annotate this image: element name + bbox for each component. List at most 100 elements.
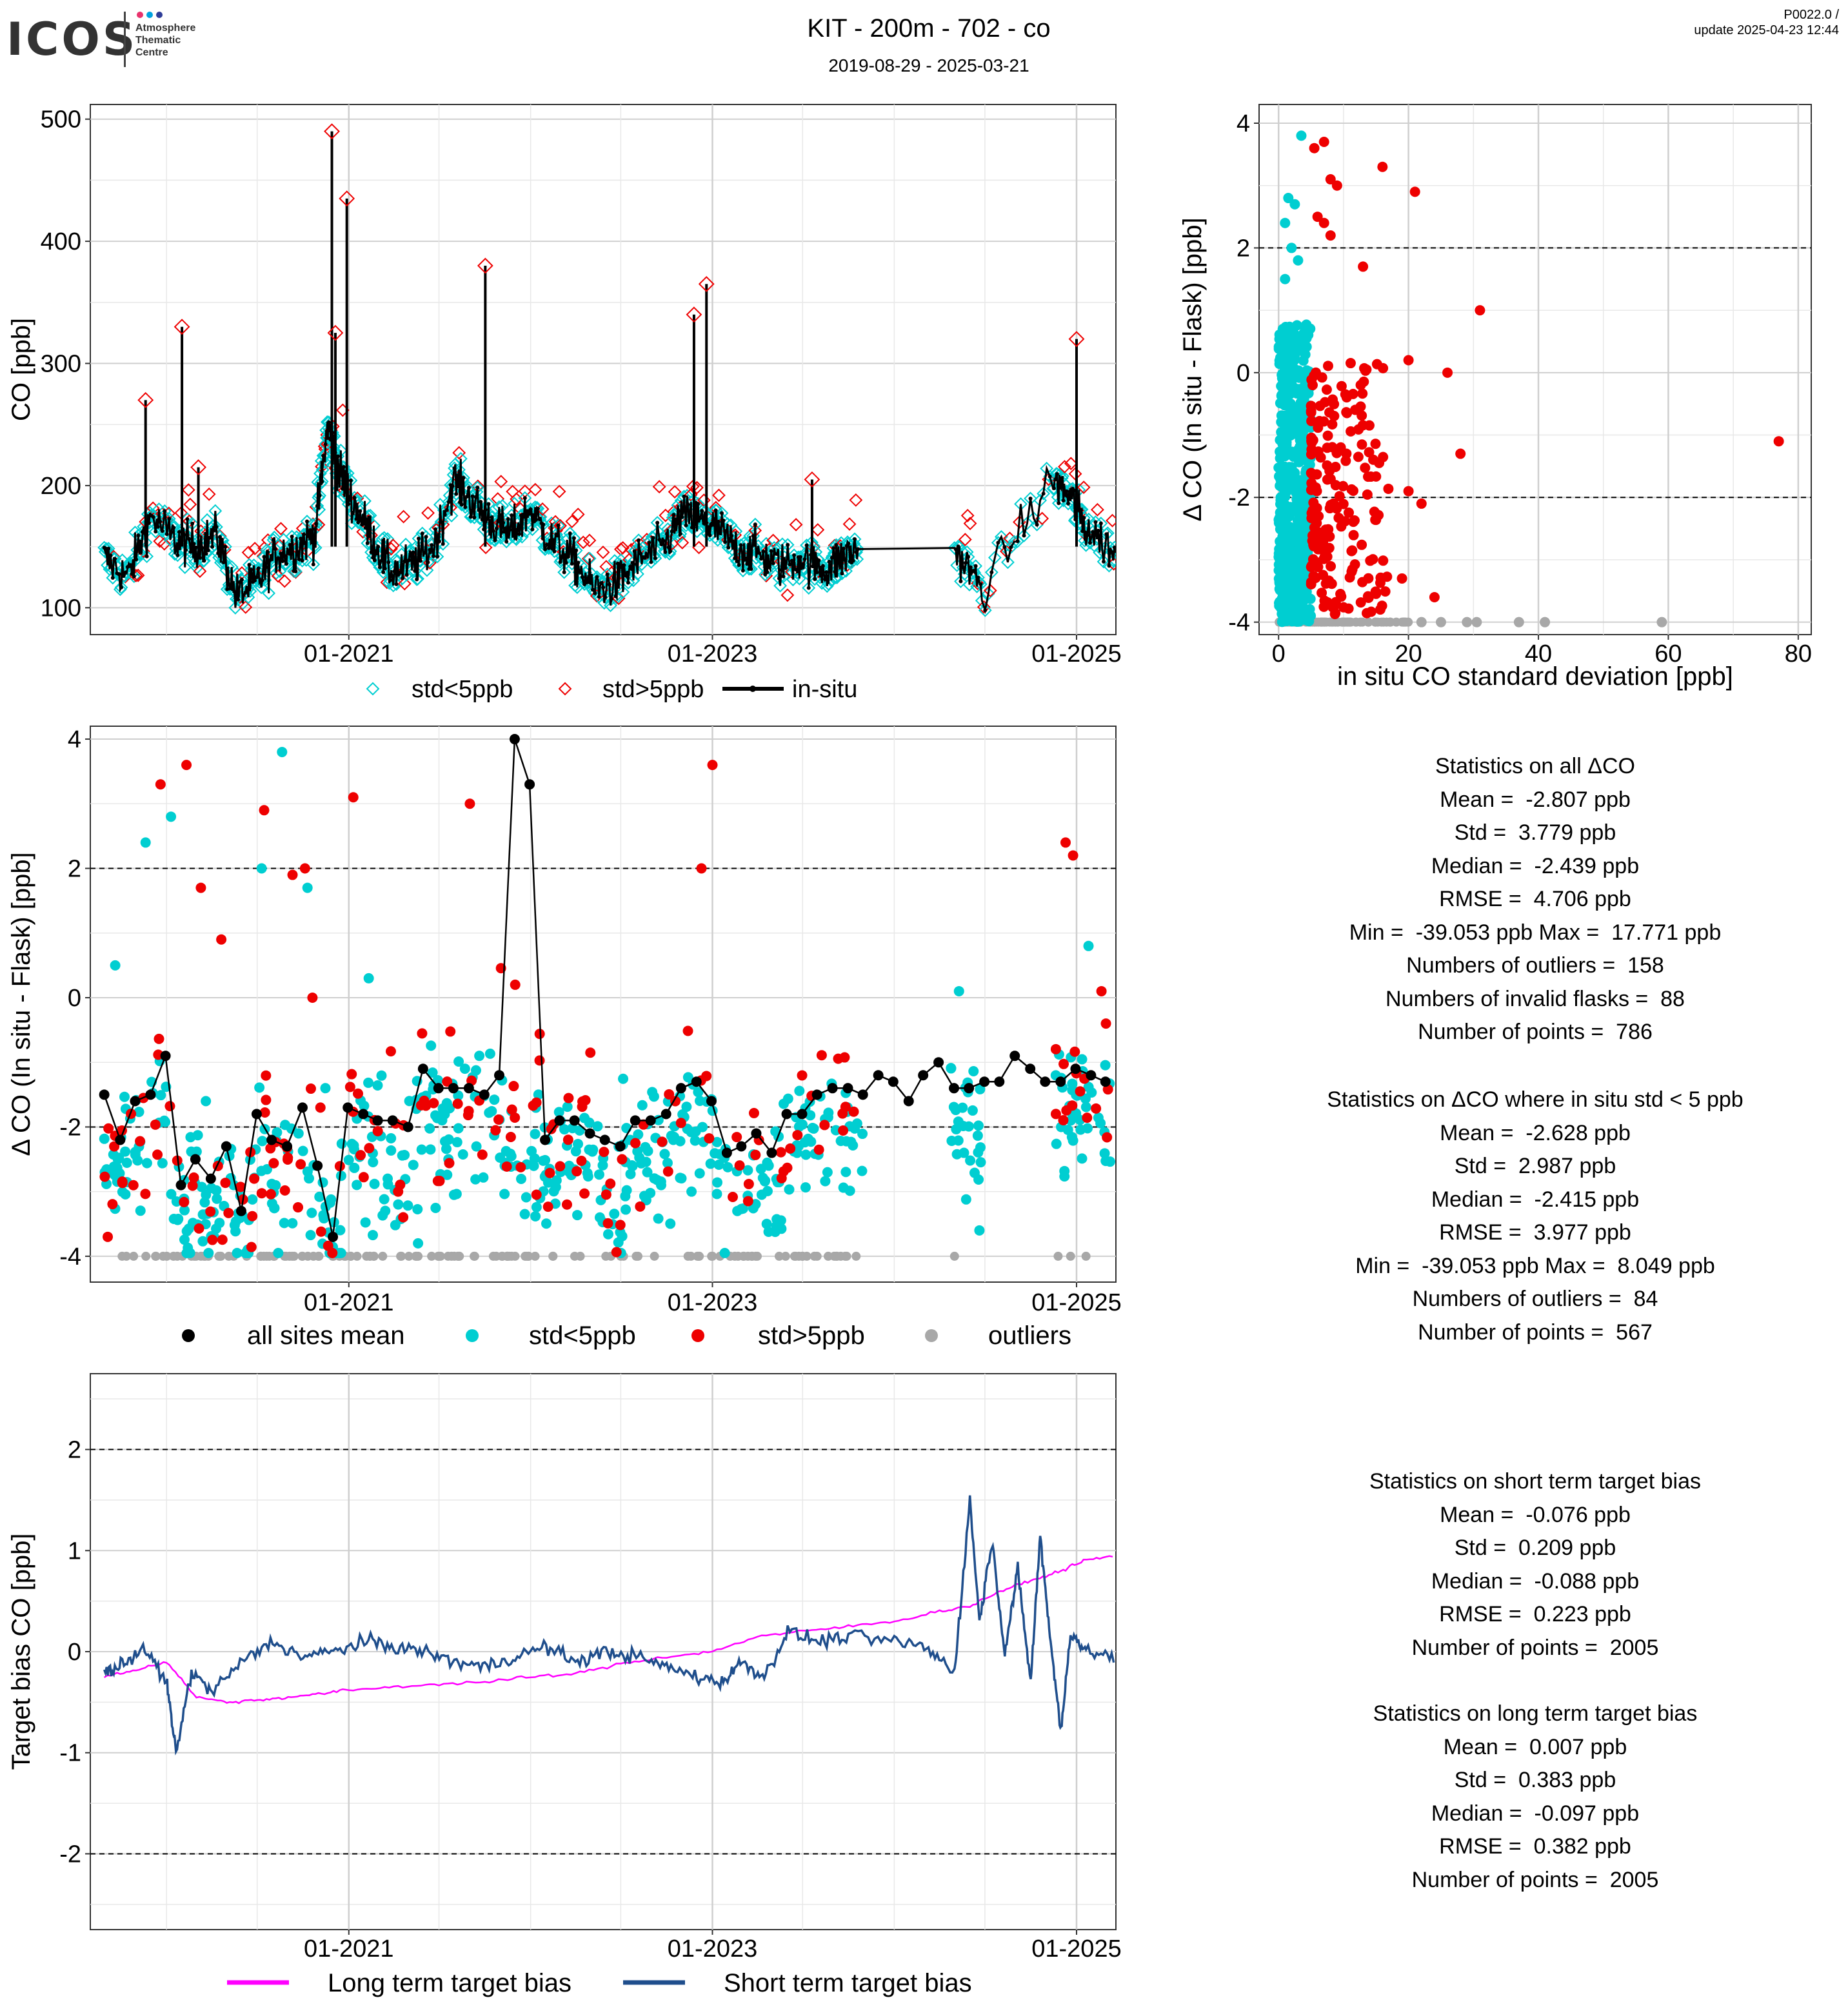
std-lt5-point [1281,486,1292,497]
in-situ-point [591,588,595,592]
std-lt5-point [682,1072,693,1083]
in-situ-point [835,559,840,564]
x-tick-label: 0 [1272,640,1286,667]
all-sites-mean-point [524,779,535,790]
stats-line: RMSE = 0.223 ppb [1439,1602,1631,1626]
std-lt5-point [269,1203,280,1214]
in-situ-point [206,548,210,553]
all-sites-mean-point [781,1109,792,1120]
std-gt5-point [1307,380,1318,391]
in-situ-point [528,507,533,511]
std-gt5-point [259,1107,270,1118]
std-gt5-point [323,1240,333,1251]
in-situ-point [597,595,601,599]
std-lt5-point [761,1218,772,1229]
std-lt5-point [621,1185,632,1196]
legend-swatch [182,1329,195,1342]
std-lt5-point [1294,431,1305,442]
x-tick-label: 01-2021 [304,1935,393,1963]
in-situ-point [723,540,728,544]
std-gt5-point [493,1114,504,1125]
std-lt5-marker [802,581,816,595]
std-gt5-marker [780,588,795,602]
std-gt5-point [707,760,718,771]
std-lt5-point [1083,1082,1094,1092]
stats-line: Number of points = 567 [1418,1320,1653,1345]
in-situ-point [128,564,132,568]
y-tick-label: 4 [1237,110,1250,137]
icos-logo: ICOS Atmosphere Thematic Centre [6,9,213,67]
std-lt5-point [625,1169,636,1180]
std-lt5-marker [140,549,154,564]
all-sites-mean-point [811,1089,822,1100]
in-situ-point [726,546,731,550]
in-situ-point [488,519,492,523]
std-lt5-marker [830,571,844,585]
std-gt5-point [268,1158,279,1169]
std-lt5-marker [1001,555,1015,569]
stats-line: Min = -39.053 ppb Max = 8.049 ppb [1355,1253,1715,1278]
std-lt5-point [134,1107,144,1118]
std-gt5-point [555,1161,566,1172]
std-gt5-point [1368,454,1379,465]
stats-std-lt5: Statistics on ΔCO where in situ std < 5 … [1245,1083,1825,1349]
all-sites-mean-point [509,734,520,745]
in-situ-point [571,536,576,540]
in-situ-point [269,553,273,558]
std-gt5-marker [1068,331,1085,348]
in-situ-point [323,442,328,446]
x-axis-label: in situ CO standard deviation [ppb] [1337,662,1733,691]
std-gt5-point [181,760,192,771]
std-gt5-point [750,1149,761,1160]
all-sites-mean-point [736,1141,747,1152]
std-gt5-point [611,1247,622,1258]
y-tick-label: -2 [59,1841,81,1868]
stats-line: Std = 0.209 ppb [1454,1536,1616,1560]
std-lt5-point [108,1149,119,1160]
std-lt5-point [197,1236,208,1247]
std-lt5-point [1289,529,1300,540]
std-gt5-point [1310,573,1321,584]
all-sites-mean-point [691,1076,702,1087]
in-situ-point [1072,488,1077,493]
std-lt5-point [953,1135,964,1146]
std-gt5-point [1322,430,1333,441]
std-gt5-point [728,1192,739,1203]
all-sites-mean-point [615,1141,626,1152]
std-gt5-marker [181,483,195,497]
in-situ-point [219,537,224,542]
std-lt5-point [441,1143,452,1154]
in-situ-point [564,560,568,565]
std-gt5-point [249,1173,260,1184]
std-lt5-point [408,1160,419,1171]
std-lt5-point [352,1180,363,1191]
all-sites-mean-point [1040,1076,1051,1087]
all-sites-mean-point [584,1128,595,1139]
in-situ-point [601,585,606,589]
logo-sub-line: Centre [135,47,168,58]
std-lt5-point [1066,1115,1077,1126]
std-lt5-point [348,1143,359,1154]
std-gt5-marker [239,600,253,614]
stats-line: Median = -2.415 ppb [1431,1187,1640,1212]
in-situ-point [851,559,855,563]
std-gt5-point [1383,483,1394,494]
std-lt5-point [519,1209,530,1220]
std-gt5-point [417,1028,428,1039]
std-lt5-point [266,1178,277,1189]
outlier-point [791,1251,800,1261]
in-situ-point [256,566,261,571]
std-lt5-point [762,1157,773,1168]
std-lt5-point [1302,615,1313,626]
std-lt5-point [693,1087,704,1098]
in-situ-point [335,454,340,459]
std-gt5-point [599,1147,610,1158]
in-situ-point [315,504,319,508]
in-situ-point [392,569,397,574]
in-situ-point [1028,496,1033,500]
std-lt5-point [474,1051,485,1062]
in-situ-point [1102,559,1106,564]
std-gt5-point [1345,358,1356,369]
in-situ-point [663,549,668,554]
